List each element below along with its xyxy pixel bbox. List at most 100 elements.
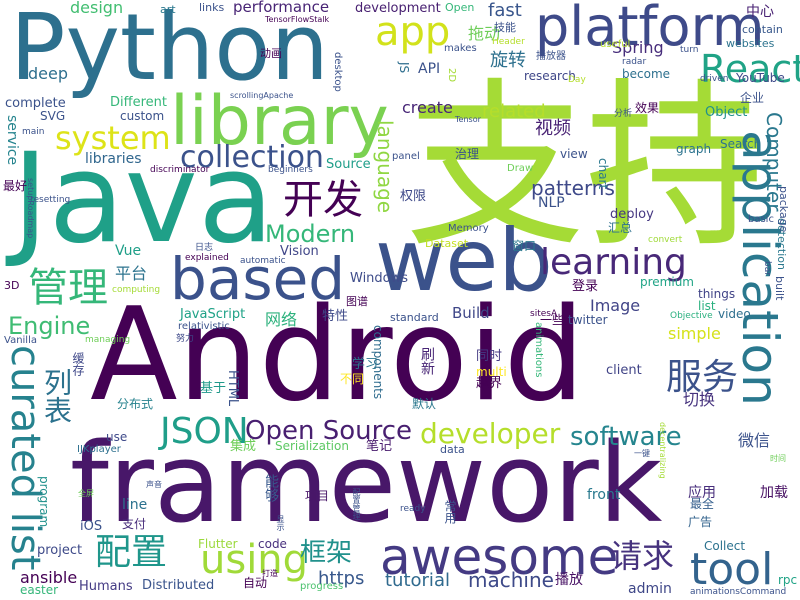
word-using: using [200,537,309,583]
word-windows: Windows [350,271,409,286]
word-view: view [560,147,588,161]
word-sitesa: sitesA [530,309,558,319]
word-standard: standard [390,311,439,324]
word-kuangjia: 框架 [300,538,353,568]
word-moren: 默认 [412,397,437,411]
word-fuwu: 服务 [666,357,739,398]
word-video: video [718,307,751,321]
word-deep: deep [28,64,68,83]
word-butong: 不同 [340,372,365,386]
word-turn: turn [680,45,699,55]
word-open-source: Open Source [245,416,413,446]
word-guanli: 管理 [28,265,108,311]
word-peizhi: 配置 [95,532,168,573]
word-shipin: 视频 [535,118,571,139]
word-machine: machine [468,568,554,592]
word-jiazai: 加载 [760,485,788,501]
word-json: JSON [160,411,249,452]
word-beginners: beginners [268,165,313,175]
word-fenxi: 分析 [614,109,633,119]
word-use: use [106,430,128,444]
word-svg: SVG [40,109,66,123]
word-search: Search [720,137,762,151]
word-language: language [373,120,397,214]
word-xuanzhuan: 旋转 [490,50,526,71]
word-driven: driven [700,74,729,84]
word-peizhiguanli: 配置管理 [352,488,361,520]
word-zuihao: 最好 [3,179,28,193]
word-vision: Vision [280,244,319,259]
word-based: based [170,245,346,313]
word-yixie: 一些 [540,313,565,327]
word-useful: useful [600,39,631,50]
word-zhili: 治理 [455,147,480,161]
word-create: create [402,98,453,117]
word-fenbushi: 分布式 [117,397,154,411]
word-xianshi: 显示 [276,515,285,531]
word-humans: Humans [79,579,133,594]
word-components: components [371,325,385,400]
word-jiyu: 基于 [200,381,227,396]
word-system: system [55,119,171,157]
word-zhichi: 支持 [405,63,766,272]
word-libraries: libraries [85,151,142,167]
word-progress: progress [300,581,344,592]
word-deploy: deploy [610,207,654,222]
word-makes: makes [444,43,477,54]
word-curated-list: curated list [2,345,48,571]
word-front: front [587,487,621,503]
word-flutter: Flutter [198,537,238,551]
word-dazao: 打造 [262,569,278,578]
word-relativistic: relativistic [178,321,230,332]
word-developer: developer [420,417,561,450]
word-list: list [698,299,716,313]
word-animationscommand: animationsCommand [690,587,787,597]
word-texing: 特性 [322,309,349,324]
word-scrollingapache: scrollingApache [230,91,294,100]
word-managing: managing [85,335,131,345]
word-multi: multi [476,365,507,379]
word-tool: tool [690,544,774,595]
word-image: Image [590,296,641,315]
word-xiangmu: 项目 [305,489,330,503]
word-bofangqi: 播放器 [536,51,566,62]
word-contain: contain [742,23,783,36]
word-donghua: 动画 [260,47,282,60]
word-software: software [570,422,682,452]
word-program: program [37,476,51,528]
word-discriminator: discriminator [150,165,210,175]
word-vanilla: Vanilla [4,335,37,346]
word-qiehuan: 切换 [683,390,716,409]
word-yingyong: 应用 [688,485,716,501]
word-nenggou: 能够 [263,474,279,502]
word-resetting: resetting [30,195,71,205]
word-radar: radar [622,57,647,67]
word-basic: basic [748,214,774,225]
word-quanxian: 权限 [400,189,427,204]
word-nuli: 努力 [176,334,195,344]
word-header: Header [492,37,525,47]
word-package: package [777,186,790,233]
word-denglu: 登录 [572,279,599,294]
word-huancun: 缓存 [71,352,85,376]
word-spring: Spring [612,38,664,57]
word-qiye: 企业 [740,91,765,105]
word-2d: 2D [446,68,457,83]
word-data: data [440,443,465,456]
word-performance: performance [233,0,330,16]
word-vue: Vue [115,243,142,259]
word-pingtai: 平台 [115,264,148,283]
word-serialization: Serialization [275,439,349,453]
word-service: service [4,115,20,166]
word-tongshi: 同时 [476,349,503,364]
word-js: JS [397,62,411,74]
word-ijkplayer: IJKplayer [77,444,121,455]
word-react: React [700,47,800,91]
word-api: API [418,61,441,77]
word-tuodong: 拖动 [468,24,501,43]
word-zhifu: 支付 [122,517,147,531]
word-javascript: JavaScript [180,307,246,322]
word-application: application [731,130,789,406]
word-tutorial: tutorial [385,570,450,591]
word-https: https [318,568,365,589]
